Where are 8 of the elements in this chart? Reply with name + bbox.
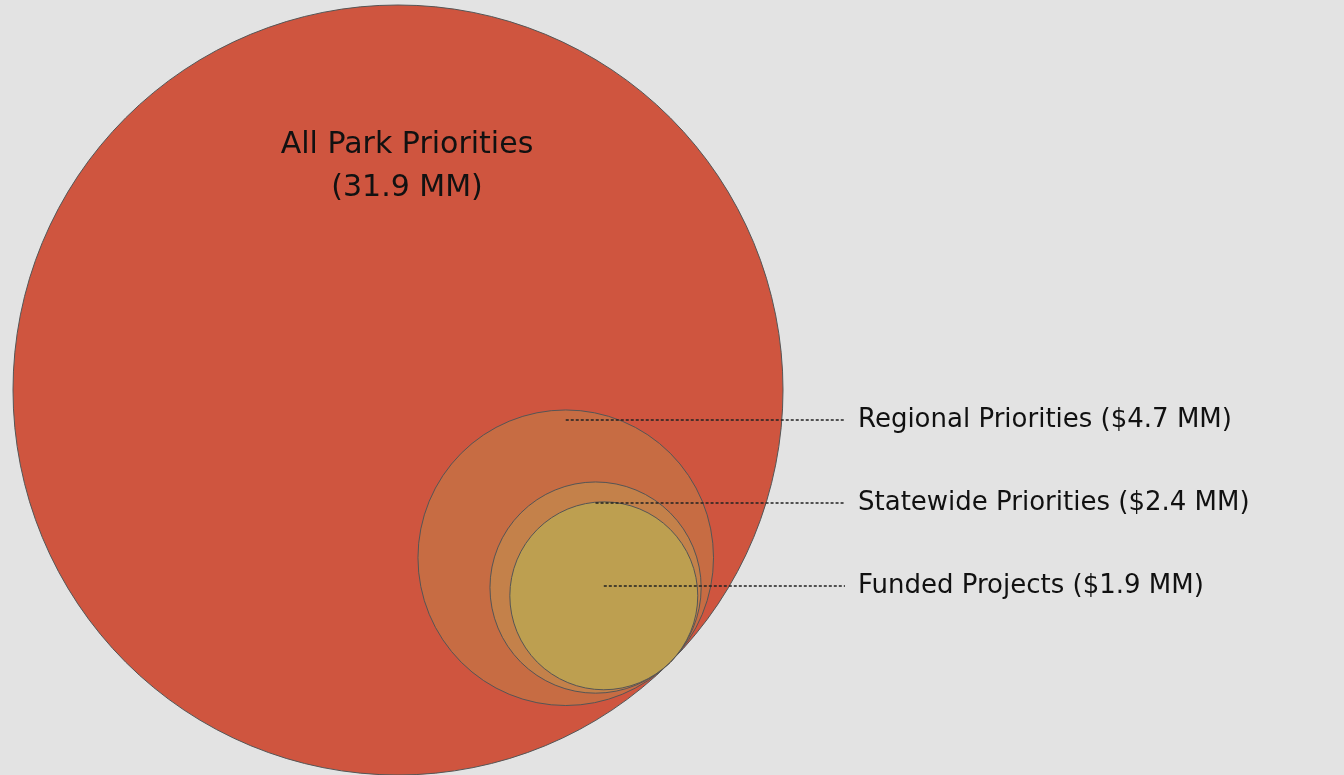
data-label: ($4.7 MM) [1100, 402, 1232, 433]
category-label: Statewide Priorities [858, 485, 1110, 516]
category-label: Regional Priorities [858, 402, 1093, 433]
data-label: (31.9 MM) [331, 167, 483, 203]
data-label: ($1.9 MM) [1072, 568, 1204, 599]
category-label: Funded Projects [858, 568, 1065, 599]
data-label: ($2.4 MM) [1118, 485, 1250, 516]
category-label: All Park Priorities [280, 124, 534, 160]
